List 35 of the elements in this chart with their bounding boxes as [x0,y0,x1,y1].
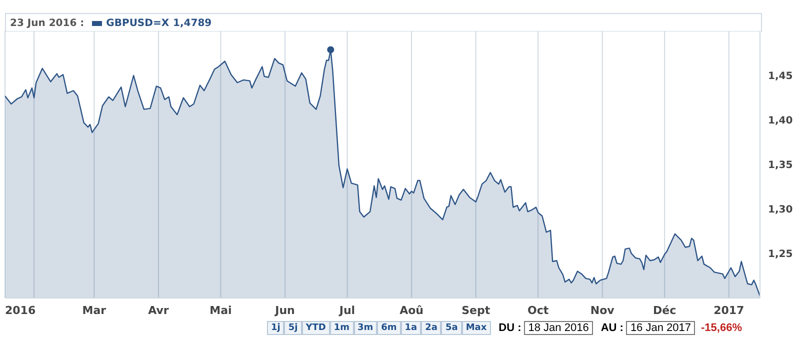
x-tick-label: Aoû [400,304,424,317]
x-tick-label: Oct [527,304,549,317]
date-field: 16 Jan 2017 [626,321,695,335]
y-tick-label: 1,40 [768,116,793,127]
y-tick-label: 1,30 [768,204,793,216]
text: 1,4789 [173,18,212,28]
range-button: 1a [400,321,422,335]
range-button: 5a [441,321,462,335]
x-tick-label: 2016 [5,304,36,317]
range-button: 2a [421,321,442,335]
legend-label: GBPUSD=X [106,18,170,28]
chart-title: 23 Jun 2016 : [10,18,84,28]
x-tick-label: Mai [210,304,232,317]
range-button: 3m [354,321,378,335]
y-tick-label: 1,45 [768,71,793,82]
x-tick-label: Jun [274,304,295,317]
x-tick-label: Sept [462,304,490,317]
x-tick-label: Jul [338,304,356,317]
range-button: YTD [302,321,330,335]
y-tick-label: 1,35 [768,160,793,172]
x-tick-label: Nov [590,304,616,317]
x-tick-label: Déc [653,304,676,317]
range-button: 5j [284,321,302,335]
x-tick-label: Mar [82,304,107,317]
range-button: Max [462,321,491,335]
text: -15,66% [701,322,742,334]
text: AU : [600,322,624,334]
x-tick-label: 2017 [714,304,744,317]
range-button: 1j [267,321,284,335]
range-button: 1m [330,321,354,335]
date-field: 18 Jan 2016 [524,321,593,335]
x-tick-label: Avr [148,304,170,317]
range-button: 6m [377,321,401,335]
y-tick-label: 1,25 [768,249,793,260]
text: DU : [498,322,522,334]
